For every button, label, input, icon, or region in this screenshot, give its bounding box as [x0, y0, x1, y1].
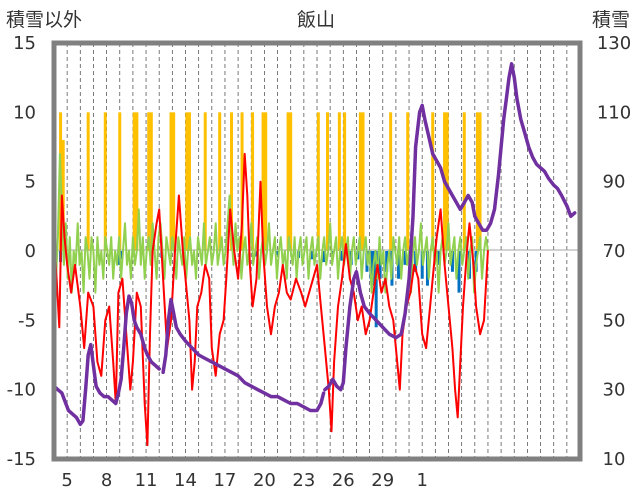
x-tick-label: 11 — [135, 470, 158, 491]
blue-bar — [340, 251, 344, 261]
right-tick-label: 30 — [603, 380, 626, 401]
right-tick-label: 90 — [603, 172, 626, 193]
blue-bar — [414, 251, 418, 272]
blue-bar — [276, 251, 280, 256]
orange-bar — [343, 112, 347, 251]
vertical-gridlines — [66, 43, 568, 459]
orange-bar — [431, 112, 435, 251]
orange-bar — [187, 112, 191, 251]
orange-bar — [475, 112, 479, 251]
purple-line — [52, 294, 161, 427]
blue-bar — [374, 251, 378, 328]
left-tick-label: -15 — [7, 449, 36, 470]
plot-frame — [51, 40, 583, 462]
line-series — [52, 62, 577, 447]
orange-bar — [172, 112, 176, 251]
blue-bar — [385, 251, 389, 272]
blue-bar — [378, 251, 382, 279]
chart-title: 飯山 — [297, 9, 335, 31]
blue-bar — [322, 251, 326, 263]
orange-bar — [406, 112, 410, 251]
right-axis-ticks: 130 110 90 70 50 30 10 — [597, 33, 631, 470]
x-tick-label: 17 — [213, 470, 236, 491]
x-tick-label: 20 — [253, 470, 276, 491]
blue-bar — [397, 251, 401, 279]
left-tick-label: -5 — [18, 310, 36, 331]
purple-line — [323, 62, 577, 392]
green-line — [53, 152, 489, 294]
left-tick-label: -10 — [7, 380, 36, 401]
left-tick-label: 5 — [25, 172, 36, 193]
orange-bar — [264, 112, 268, 251]
orange-bar — [240, 112, 244, 251]
orange-bar-series — [59, 112, 482, 251]
orange-bar — [61, 140, 65, 251]
orange-bar — [103, 112, 107, 251]
blue-bar — [450, 251, 454, 272]
blue-bar — [255, 251, 259, 257]
orange-bar — [147, 112, 151, 251]
orange-bar — [478, 112, 482, 251]
orange-bar — [337, 112, 341, 251]
x-tick-label: 14 — [174, 470, 197, 491]
purple-line — [161, 297, 326, 413]
blue-bar — [457, 251, 461, 293]
blue-bar — [403, 251, 407, 265]
x-tick-label: 1 — [416, 470, 427, 491]
orange-bar — [185, 112, 189, 251]
right-tick-label: 10 — [603, 449, 626, 470]
x-tick-label: 5 — [61, 470, 72, 491]
x-tick-label: 23 — [292, 470, 315, 491]
orange-bar — [462, 112, 466, 251]
orange-bar — [361, 112, 365, 251]
left-axis-label: 積雪以外 — [6, 9, 82, 31]
orange-bar — [358, 112, 362, 251]
orange-bar — [86, 112, 90, 251]
x-axis-ticks: 5 8 11 14 17 20 23 26 29 1 — [61, 470, 428, 491]
orange-bar — [326, 112, 330, 251]
orange-bar — [118, 112, 122, 251]
x-tick-label: 26 — [332, 470, 355, 491]
right-tick-label: 130 — [597, 33, 631, 54]
orange-bar — [316, 112, 320, 251]
orange-bar — [149, 112, 153, 251]
right-tick-label: 110 — [597, 102, 631, 123]
left-tick-label: 0 — [25, 241, 36, 262]
orange-bar — [132, 112, 136, 251]
orange-bar — [230, 112, 234, 251]
right-axis-label: 積雪 — [592, 9, 630, 31]
x-tick-label: 29 — [371, 470, 394, 491]
orange-bar — [445, 112, 449, 251]
blue-bar — [310, 251, 314, 260]
left-axis-ticks: 15 10 5 0 -5 -10 -15 — [7, 33, 36, 470]
orange-bar — [169, 112, 173, 251]
orange-bar — [203, 112, 207, 251]
left-tick-label: 15 — [13, 33, 36, 54]
orange-bar — [218, 112, 222, 251]
orange-bar — [251, 112, 255, 251]
orange-bar — [389, 112, 393, 251]
orange-bar — [289, 112, 293, 251]
left-tick-label: 10 — [13, 102, 36, 123]
orange-bar — [261, 112, 265, 251]
blue-bar — [119, 251, 123, 260]
orange-bar — [286, 112, 290, 251]
right-tick-label: 50 — [603, 310, 626, 331]
orange-bar — [135, 112, 139, 251]
red-line — [53, 152, 489, 447]
right-tick-label: 70 — [603, 241, 626, 262]
x-tick-label: 8 — [101, 470, 112, 491]
